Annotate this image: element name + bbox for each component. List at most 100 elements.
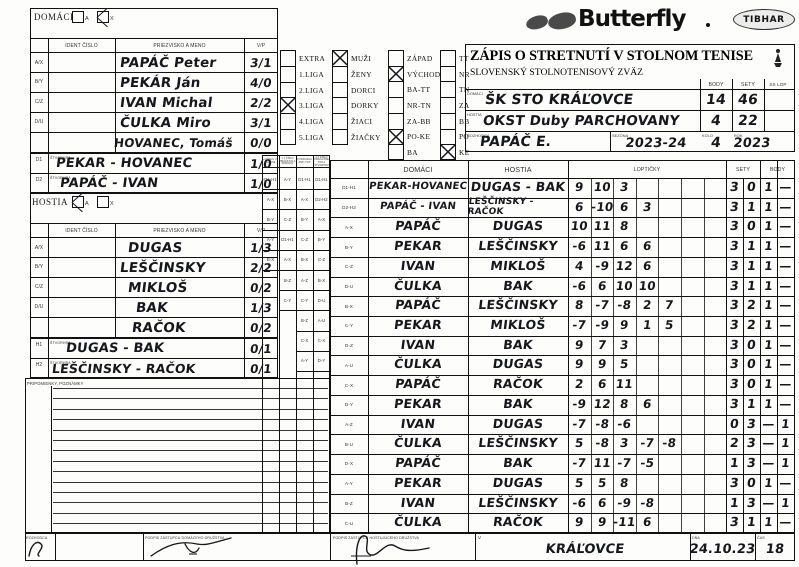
results-row-away[interactable]: MIKLOŠ — [489, 317, 547, 333]
results-row-ball[interactable] — [702, 354, 727, 374]
results-row-ball[interactable] — [702, 414, 727, 434]
results-row-ball[interactable]: 6 — [641, 258, 653, 273]
results-row-home[interactable]: PAPÁČ - IVAN — [379, 201, 457, 213]
results-row-point-away[interactable]: — — [778, 515, 793, 530]
results-row-ball[interactable] — [680, 493, 705, 513]
district-ladder[interactable] — [440, 50, 456, 160]
results-row-ball[interactable] — [702, 197, 727, 217]
results-row-ball[interactable]: 6 — [641, 239, 653, 254]
results-row-ball[interactable] — [680, 374, 705, 394]
results-row-ball[interactable]: -9 — [594, 317, 610, 332]
results-row-ball[interactable] — [702, 216, 727, 236]
results-row-home[interactable]: PEKAR — [393, 396, 443, 412]
header-home-points[interactable]: 14 — [705, 92, 727, 108]
home-player-name[interactable]: PAPÁČ Peter — [119, 54, 218, 71]
category-check-v-chod[interactable] — [388, 66, 404, 82]
results-row-ball[interactable]: 6 — [641, 515, 653, 530]
results-row-ball[interactable]: 10 — [569, 219, 589, 234]
footer-place[interactable]: KRÁĽOVCE — [544, 541, 626, 557]
results-row-ball[interactable]: 11 — [615, 377, 634, 392]
results-row-ball[interactable] — [657, 236, 682, 256]
results-row-ball[interactable]: 5 — [619, 357, 630, 372]
results-row-point-away[interactable]: 1 — [780, 455, 791, 470]
home-double-name[interactable]: PEKAR - HOVANEC — [55, 156, 194, 171]
results-row-ball[interactable] — [657, 256, 682, 276]
results-row-ball[interactable] — [702, 453, 727, 473]
away-player-name[interactable]: RAČOK — [131, 319, 187, 336]
category-check-po-ke[interactable] — [388, 128, 404, 145]
results-row-ball[interactable] — [657, 216, 682, 236]
results-row-away[interactable]: BAK — [502, 337, 534, 353]
results-row-ball[interactable] — [657, 453, 682, 473]
footer-date[interactable]: 24.10.23 — [688, 541, 757, 557]
results-row-ball[interactable] — [680, 236, 705, 256]
results-row-ball[interactable] — [702, 295, 727, 315]
home-player-name[interactable]: ČULKA Miro — [119, 114, 213, 131]
header-home-sets[interactable]: 46 — [737, 92, 759, 108]
results-row-ball[interactable]: 9 — [574, 357, 585, 372]
results-row-ball[interactable]: 1 — [641, 317, 653, 332]
away-player-name[interactable]: DUGAS — [127, 239, 184, 256]
home-player-name[interactable]: IVAN Michal — [119, 94, 214, 111]
results-row-ball[interactable] — [680, 315, 705, 335]
results-row-ball[interactable]: 6 — [641, 396, 653, 411]
results-row-ball[interactable] — [702, 335, 727, 355]
home-player-name[interactable]: HOVANEC, Tomáš — [113, 135, 234, 150]
results-row-ball[interactable] — [635, 354, 660, 374]
results-row-away[interactable]: LEŠČINSKY — [477, 238, 559, 254]
results-row-ball[interactable] — [657, 374, 682, 394]
results-row-ball[interactable] — [635, 216, 660, 236]
results-row-away[interactable]: BAK — [502, 455, 534, 471]
home-opt-x-checkbox[interactable] — [97, 11, 109, 23]
results-row-ball[interactable]: -7 — [571, 455, 588, 470]
results-row-ball[interactable] — [657, 493, 682, 513]
results-row-ball[interactable]: -8 — [594, 416, 610, 431]
results-row-home[interactable]: PEKAR — [393, 238, 443, 254]
results-row-ball[interactable]: 6 — [596, 278, 608, 293]
results-row-away[interactable]: DUGAS — [491, 218, 545, 234]
results-row-ball[interactable]: -9 — [616, 495, 633, 510]
results-row-home[interactable]: ČULKA — [393, 435, 443, 451]
away-player-name[interactable]: BAK — [135, 299, 169, 316]
results-row-ball[interactable]: -8 — [616, 298, 633, 313]
results-row-ball[interactable] — [657, 473, 682, 493]
header-referee[interactable]: PAPÁČ E. — [479, 134, 553, 150]
results-row-ball[interactable]: -7 — [616, 455, 633, 470]
away-double-name[interactable]: LEŠČINSKY - RAČOK — [51, 361, 197, 376]
results-row-ball[interactable] — [657, 177, 682, 197]
results-row-ball[interactable] — [680, 335, 705, 355]
results-row-ball[interactable]: 6 — [574, 199, 585, 214]
results-row-home[interactable]: PAPÁČ — [394, 455, 442, 471]
results-row-home[interactable]: IVAN — [399, 415, 437, 431]
results-row-ball[interactable]: 7 — [596, 337, 608, 352]
results-row-ball[interactable]: 3 — [619, 337, 630, 352]
results-row-home[interactable]: IVAN — [399, 494, 437, 510]
region-ladder[interactable] — [388, 50, 404, 160]
results-row-ball[interactable]: 4 — [574, 258, 585, 273]
results-row-ball[interactable] — [680, 256, 705, 276]
header-year[interactable]: 2023 — [732, 135, 772, 151]
results-row-home[interactable]: PAPÁČ — [394, 297, 442, 313]
results-row-away[interactable]: BAK — [502, 396, 534, 412]
results-row-ball[interactable] — [680, 197, 705, 217]
results-row-ball[interactable]: 5 — [574, 436, 585, 451]
results-row-point-away[interactable]: — — [778, 396, 793, 411]
home-double-name[interactable]: PAPÁČ - IVAN — [59, 176, 160, 191]
away-player-name[interactable]: LEŠČINSKY — [119, 259, 207, 276]
header-season[interactable]: 2023-24 — [624, 135, 688, 151]
results-row-point-away[interactable]: — — [778, 278, 793, 293]
results-row-ball[interactable] — [702, 493, 727, 513]
results-row-ball[interactable]: -9 — [594, 258, 610, 273]
results-row-ball[interactable] — [680, 473, 705, 493]
home-player-name[interactable]: PEKÁR Ján — [119, 74, 202, 91]
results-row-ball[interactable]: -10 — [589, 199, 614, 214]
results-row-point-away[interactable]: — — [778, 239, 793, 254]
results-row-ball[interactable] — [680, 414, 705, 434]
results-row-point-away[interactable]: — — [778, 475, 793, 490]
results-row-point-away[interactable]: 1 — [780, 416, 791, 431]
home-player-vp[interactable]: 3/1 — [249, 55, 273, 70]
home-player-vp[interactable]: 2/2 — [249, 95, 273, 110]
results-row-ball[interactable] — [680, 177, 705, 197]
results-row-ball[interactable] — [635, 374, 660, 394]
results-row-ball[interactable]: 5 — [596, 475, 608, 490]
